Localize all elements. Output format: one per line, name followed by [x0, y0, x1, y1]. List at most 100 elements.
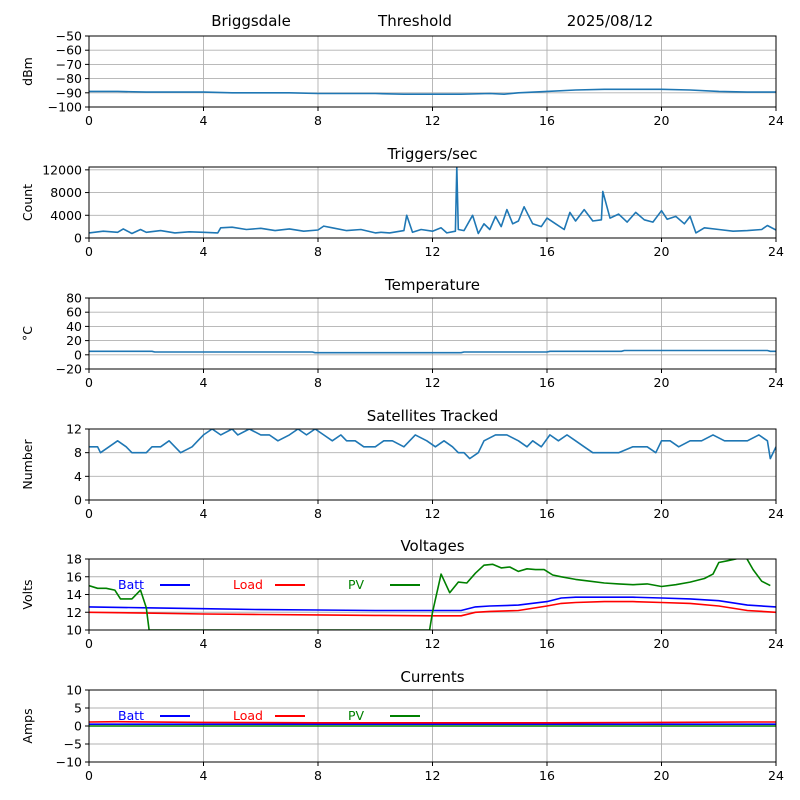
voltages-title: Voltages — [400, 537, 464, 555]
signal-x-tick-label: 12 — [425, 113, 441, 128]
temperature-x-tick-label: 20 — [654, 375, 670, 390]
currents-x-tick-label: 24 — [768, 768, 784, 783]
signal-y-tick-label: −50 — [56, 29, 82, 44]
triggers-y-tick-label: 12000 — [42, 162, 82, 177]
voltages-x-tick-label: 20 — [654, 636, 670, 651]
temperature-x-tick-label: 24 — [768, 375, 784, 390]
signal-series-line — [89, 88, 776, 95]
signal-x-tick-label: 0 — [85, 113, 93, 128]
temperature-x-tick-label: 0 — [85, 375, 93, 390]
currents-legend-pv: PV — [348, 708, 365, 723]
temperature-y-axis-label: °C — [20, 326, 35, 341]
voltages-x-tick-label: 16 — [539, 636, 555, 651]
signal-y-axis-label: dBm — [20, 57, 35, 86]
signal-x-tick-label: 4 — [200, 113, 208, 128]
temperature-x-tick-label: 16 — [539, 375, 555, 390]
voltages-x-tick-label: 12 — [425, 636, 441, 651]
voltages-y-tick-label: 14 — [66, 587, 82, 602]
temperature-x-tick-label: 12 — [425, 375, 441, 390]
currents-panel: 0 4 8 12 16 20 24 −10 −5 0 5 10 Currents Amps Batt Load… — [20, 668, 784, 783]
triggers-title: Triggers/sec — [387, 145, 478, 163]
voltages-y-tick-label: 10 — [66, 623, 82, 638]
temperature-y-tick-label: 0 — [74, 347, 82, 362]
signal-y-tick-label: −90 — [56, 85, 82, 100]
triggers-x-tick-label: 24 — [768, 244, 784, 259]
currents-y-tick-label: 5 — [74, 701, 82, 716]
currents-x-tick-label: 0 — [85, 768, 93, 783]
voltages-y-tick-label: 18 — [66, 552, 82, 567]
triggers-series-line — [89, 167, 776, 235]
triggers-x-tick-label: 8 — [314, 244, 322, 259]
temperature-y-tick-label: 40 — [66, 319, 82, 334]
voltages-series-load — [89, 600, 776, 617]
satellites-x-tick-label: 8 — [314, 506, 322, 521]
voltages-y-tick-label: 12 — [66, 605, 82, 620]
triggers-x-tick-label: 20 — [654, 244, 670, 259]
satellites-series-line — [89, 429, 776, 460]
signal-x-tick-label: 8 — [314, 113, 322, 128]
currents-x-tick-label: 12 — [425, 768, 441, 783]
temperature-x-tick-label: 4 — [200, 375, 208, 390]
triggers-x-tick-label: 12 — [425, 244, 441, 259]
satellites-panel: 0 4 8 12 16 20 24 0 4 8 12 Satellites Tracked Number — [20, 407, 784, 521]
satellites-y-axis-label: Number — [20, 439, 35, 490]
triggers-x-tick-label: 16 — [539, 244, 555, 259]
satellites-x-tick-label: 24 — [768, 506, 784, 521]
voltages-series-batt — [89, 596, 776, 612]
temperature-x-tick-label: 8 — [314, 375, 322, 390]
temperature-y-tick-label: −20 — [56, 362, 82, 377]
voltages-panel: 0 4 8 12 16 20 24 10 12 14 16 18 Voltages Volts Batt Lo… — [20, 537, 784, 651]
signal-y-tick-label: −100 — [48, 100, 82, 115]
temperature-y-tick-label: 80 — [66, 291, 82, 306]
temperature-series-line — [89, 349, 776, 354]
satellites-x-tick-label: 0 — [85, 506, 93, 521]
currents-x-tick-label: 4 — [200, 768, 208, 783]
triggers-x-tick-label: 4 — [200, 244, 208, 259]
signal-panel: 0 4 8 12 16 20 24 −100−90−80−70−60−50 dBm — [20, 29, 784, 129]
currents-title: Currents — [400, 668, 464, 686]
temperature-title: Temperature — [384, 276, 480, 294]
currents-legend-batt: Batt — [118, 708, 144, 723]
signal-x-tick-label: 16 — [539, 113, 555, 128]
report-date: 2025/08/12 — [567, 12, 653, 30]
station-name: Briggsdale — [211, 12, 291, 30]
satellites-y-tick-label: 12 — [66, 422, 82, 437]
voltages-legend-load: Load — [233, 577, 263, 592]
voltages-y-tick-label: 16 — [66, 569, 82, 584]
currents-x-tick-label: 20 — [654, 768, 670, 783]
voltages-y-axis-label: Volts — [20, 579, 35, 609]
satellites-y-tick-label: 0 — [74, 493, 82, 508]
signal-y-tick-label: −80 — [56, 71, 82, 86]
currents-y-tick-label: −5 — [64, 737, 82, 752]
voltages-x-tick-label: 8 — [314, 636, 322, 651]
voltages-legend-batt: Batt — [118, 577, 144, 592]
triggers-x-tick-label: 0 — [85, 244, 93, 259]
currents-y-axis-label: Amps — [20, 708, 35, 743]
currents-x-tick-label: 16 — [539, 768, 555, 783]
triggers-y-tick-label: 8000 — [50, 185, 82, 200]
satellites-title: Satellites Tracked — [367, 407, 498, 425]
satellites-x-tick-label: 20 — [654, 506, 670, 521]
currents-series-load — [89, 720, 776, 724]
satellites-y-tick-label: 4 — [74, 469, 82, 484]
signal-y-tick-label: −70 — [56, 57, 82, 72]
temperature-y-tick-label: 60 — [66, 305, 82, 320]
voltages-x-tick-label: 24 — [768, 636, 784, 651]
triggers-y-tick-label: 0 — [74, 231, 82, 246]
triggers-y-tick-label: 4000 — [50, 208, 82, 223]
currents-legend-load: Load — [233, 708, 263, 723]
currents-y-tick-label: −10 — [56, 755, 82, 770]
voltages-legend-pv: PV — [348, 577, 365, 592]
voltages-series-pv — [89, 559, 771, 630]
triggers-panel: 0 4 8 12 16 20 24 0 4000 8000 12000 Triggers/sec Cou… — [20, 145, 784, 259]
satellites-x-tick-label: 12 — [425, 506, 441, 521]
currents-y-tick-label: 0 — [74, 719, 82, 734]
temperature-y-tick-label: 20 — [66, 333, 82, 348]
signal-x-tick-label: 24 — [768, 113, 784, 128]
currents-y-tick-label: 10 — [66, 683, 82, 698]
satellites-x-tick-label: 16 — [539, 506, 555, 521]
signal-y-tick-label: −60 — [56, 43, 82, 58]
triggers-y-axis-label: Count — [20, 184, 35, 221]
